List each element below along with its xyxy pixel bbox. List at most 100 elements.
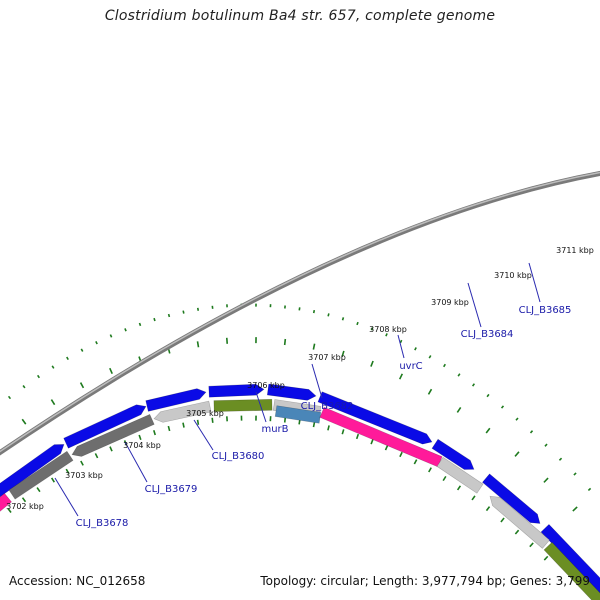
outer-tick: [428, 355, 432, 359]
gene-label: CLJ_B3678: [76, 518, 129, 529]
outer-tick: [515, 417, 519, 421]
genome-backbone-highlight: [0, 171, 600, 453]
forward-gene-9: [540, 523, 600, 597]
forward-gene-2: [63, 404, 147, 449]
inner-tick: [471, 495, 476, 501]
inner-tick-marks: [7, 415, 549, 561]
forward-gene-7: [431, 438, 475, 470]
inner-tick: [80, 460, 84, 466]
inner-tick: [153, 429, 156, 436]
gene-label: CLJ_B3685: [519, 305, 572, 316]
middle-tick: [485, 427, 491, 434]
kbp-tick-label: 3702 kbp: [6, 502, 44, 511]
middle-tick: [514, 451, 520, 457]
outer-tick: [95, 341, 98, 345]
middle-tick: [283, 338, 287, 346]
outer-tick: [22, 385, 26, 389]
reverse-gene-10: [489, 495, 551, 549]
inner-tick: [21, 497, 27, 503]
outer-tick: [443, 363, 446, 368]
outer-tick: [167, 313, 171, 318]
inner-tick: [94, 453, 99, 459]
kbp-tick-label: 3707 kbp: [308, 353, 346, 362]
leader-line: [311, 363, 323, 399]
outer-tick: [327, 313, 330, 317]
outer-tick: [414, 347, 417, 351]
leader-line: [54, 477, 79, 517]
genome-backbone: [0, 170, 600, 456]
middle-tick: [398, 373, 404, 380]
inner-tick: [167, 425, 171, 432]
inner-tick: [514, 529, 520, 535]
inner-tick: [384, 445, 389, 451]
outer-tick: [573, 472, 577, 476]
forward-strand-genes: [0, 383, 600, 597]
gene-label: CLJ_B3680: [212, 451, 265, 462]
middle-tick: [312, 343, 316, 350]
inner-tick: [283, 417, 287, 423]
label-leader-lines: [54, 262, 541, 517]
inner-tick: [312, 421, 316, 428]
middle-tick: [370, 360, 374, 367]
middle-tick: [109, 367, 113, 374]
middle-tick: [196, 341, 200, 348]
gene-label: CLJ_B3679: [145, 484, 198, 495]
reverse-gene-4: [153, 400, 212, 423]
outer-tick-marks: [7, 303, 592, 492]
gene-label: murB: [261, 424, 288, 435]
leader-line: [397, 334, 405, 359]
inner-tick: [109, 446, 113, 452]
reverse-gene-1: [0, 492, 12, 526]
kbp-tick-label: 3706 kbp: [247, 381, 285, 390]
middle-tick-marks: [21, 337, 578, 512]
forward-gene-1: [0, 444, 65, 503]
outer-tick: [587, 487, 592, 492]
forward-gene-8: [482, 473, 541, 524]
forward-gene-3: [145, 388, 207, 412]
middle-tick: [456, 406, 462, 413]
outer-tick: [529, 430, 534, 434]
middle-tick: [341, 350, 345, 357]
kbp-tick-label: 3709 kbp: [431, 298, 469, 307]
middle-tick: [50, 399, 56, 406]
gene-label: CLJ_B3684: [461, 329, 514, 340]
reverse-gene-3: [71, 413, 155, 457]
reverse-gene-11: [543, 541, 600, 600]
inner-tick: [196, 419, 200, 425]
outer-tick: [544, 443, 548, 447]
inner-tick: [529, 542, 534, 548]
middle-tick: [21, 418, 27, 425]
outer-tick: [471, 383, 476, 387]
kbp-tick-label: 3708 kbp: [369, 325, 407, 334]
outer-tick: [500, 405, 505, 409]
leader-line: [528, 262, 541, 303]
outer-tick: [109, 334, 113, 338]
outer-tick: [153, 317, 156, 322]
kbp-tick-label: 3704 kbp: [123, 441, 161, 450]
reverse-strand-genes: [0, 398, 600, 600]
inner-tick: [211, 417, 214, 423]
outer-tick: [7, 395, 12, 400]
outer-tick: [385, 333, 388, 337]
inner-tick: [413, 459, 418, 465]
outer-tick: [341, 317, 345, 321]
inner-tick: [543, 555, 549, 561]
inner-tick: [327, 425, 330, 431]
outer-tick: [370, 327, 374, 331]
map-title: Clostridium botulinum Ba4 str. 657, comp…: [104, 8, 496, 24]
inner-tick: [456, 485, 462, 491]
reverse-gene-5: [213, 398, 273, 412]
leader-line: [193, 419, 214, 451]
inner-tick: [50, 477, 56, 483]
gene-labels: CLJ_B3678 CLJ_B3679 CLJ_B3680 murB CLJ_B3682…: [76, 305, 572, 529]
gene-label: uvrC: [399, 361, 422, 372]
outer-tick: [51, 365, 55, 369]
middle-tick: [427, 388, 433, 395]
inner-tick: [36, 487, 41, 493]
inner-tick: [500, 517, 505, 523]
reverse-gene-7: [274, 405, 322, 424]
leader-line: [124, 441, 148, 483]
outer-tick: [356, 321, 359, 326]
outer-tick: [312, 309, 316, 314]
inner-tick: [428, 467, 432, 473]
